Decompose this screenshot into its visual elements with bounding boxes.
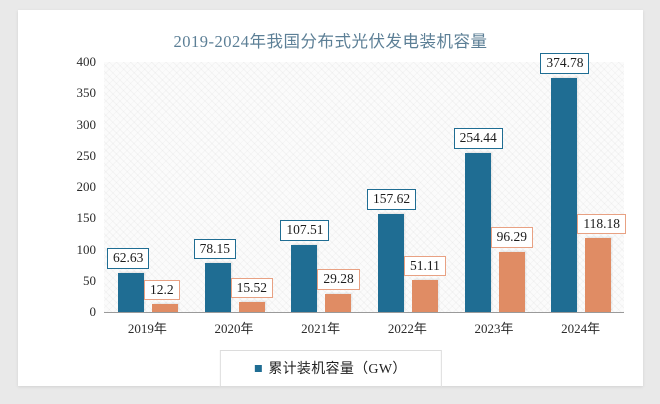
legend-item[interactable]: 累计装机容量（GW） (254, 358, 406, 378)
bar-group: 254.44 96.29 (451, 62, 538, 312)
bar[interactable] (325, 293, 352, 312)
x-axis-tick-label: 2023年 (474, 321, 514, 336)
bar[interactable] (378, 213, 404, 312)
chart-legend[interactable]: 累计装机容量（GW） (219, 350, 442, 387)
bar-value-label: 62.63 (107, 248, 150, 269)
bar-group: 374.78 118.18 (537, 53, 626, 312)
y-axis-tick-label: 0 (89, 304, 97, 319)
chart-card: 2019-2024年我国分布式光伏发电装机容量 0 50 100 150 200 250 3… (18, 10, 643, 387)
y-axis-tick-label: 350 (76, 85, 97, 101)
y-axis-tick-label: 150 (76, 210, 97, 226)
x-axis-tick-label: 2021年 (301, 321, 341, 336)
y-axis-tick-label: 250 (76, 147, 97, 163)
x-axis-line (104, 311, 624, 313)
bar-value-label: 15.52 (230, 277, 274, 299)
bar[interactable] (118, 272, 144, 312)
bar-value-label: 157.62 (367, 188, 417, 210)
bar[interactable] (238, 302, 265, 312)
bar-value-label: 374.78 (540, 53, 590, 74)
legend-item-label: 累计装机容量（GW） (268, 362, 407, 377)
bar-group: 157.62 51.11 (364, 62, 451, 312)
page-title: 2019-2024年我国分布式光伏发电装机容量 (173, 32, 488, 51)
x-axis-tick-label: 2020年 (214, 321, 254, 336)
bar-value-label: 96.29 (490, 227, 534, 248)
plot-area: 62.63 12.2 78.15 15.52 107.51 29.28 157.62 51.1… (104, 53, 626, 313)
bar[interactable] (464, 152, 491, 312)
bar-value-label: 12.2 (144, 279, 180, 301)
y-axis-tick-label: 300 (76, 116, 97, 132)
bar[interactable] (498, 251, 525, 312)
legend-swatch-icon (254, 364, 262, 372)
bar[interactable] (412, 280, 438, 312)
bar-value-label: 29.28 (317, 269, 360, 290)
y-axis-tick-label: 400 (76, 54, 97, 69)
bar[interactable] (585, 238, 612, 312)
bar[interactable] (291, 244, 318, 312)
bar-value-label: 254.44 (453, 128, 503, 149)
x-axis-tick-label: 2022年 (387, 321, 427, 336)
y-axis-tick-label: 50 (83, 272, 96, 288)
bar[interactable] (551, 77, 578, 312)
x-axis: 2019年 2020年 2021年 2022年 2023年 2024年 (104, 318, 624, 342)
bar-value-label: 51.11 (404, 255, 446, 277)
y-axis: 0 50 100 150 200 250 300 350 400 (62, 54, 102, 319)
plot-wrapper: 0 50 100 150 200 250 300 350 400 62.63 12.2 78.15 1… (62, 53, 626, 336)
bar-value-label: 107.51 (280, 220, 330, 241)
bar-group: 78.15 15.52 (191, 62, 278, 312)
bar[interactable] (152, 304, 178, 312)
x-axis-tick-label: 2019年 (127, 321, 167, 336)
x-axis-tick-label: 2024年 (561, 321, 601, 336)
bar[interactable] (204, 263, 231, 312)
bar-group: 62.63 12.2 (104, 62, 191, 312)
bar-group: 107.51 29.28 (277, 62, 364, 312)
y-axis-tick-label: 200 (76, 179, 97, 194)
bar-value-label: 78.15 (193, 238, 237, 260)
bar-value-label: 118.18 (577, 213, 626, 235)
y-axis-tick-label: 100 (76, 241, 97, 257)
